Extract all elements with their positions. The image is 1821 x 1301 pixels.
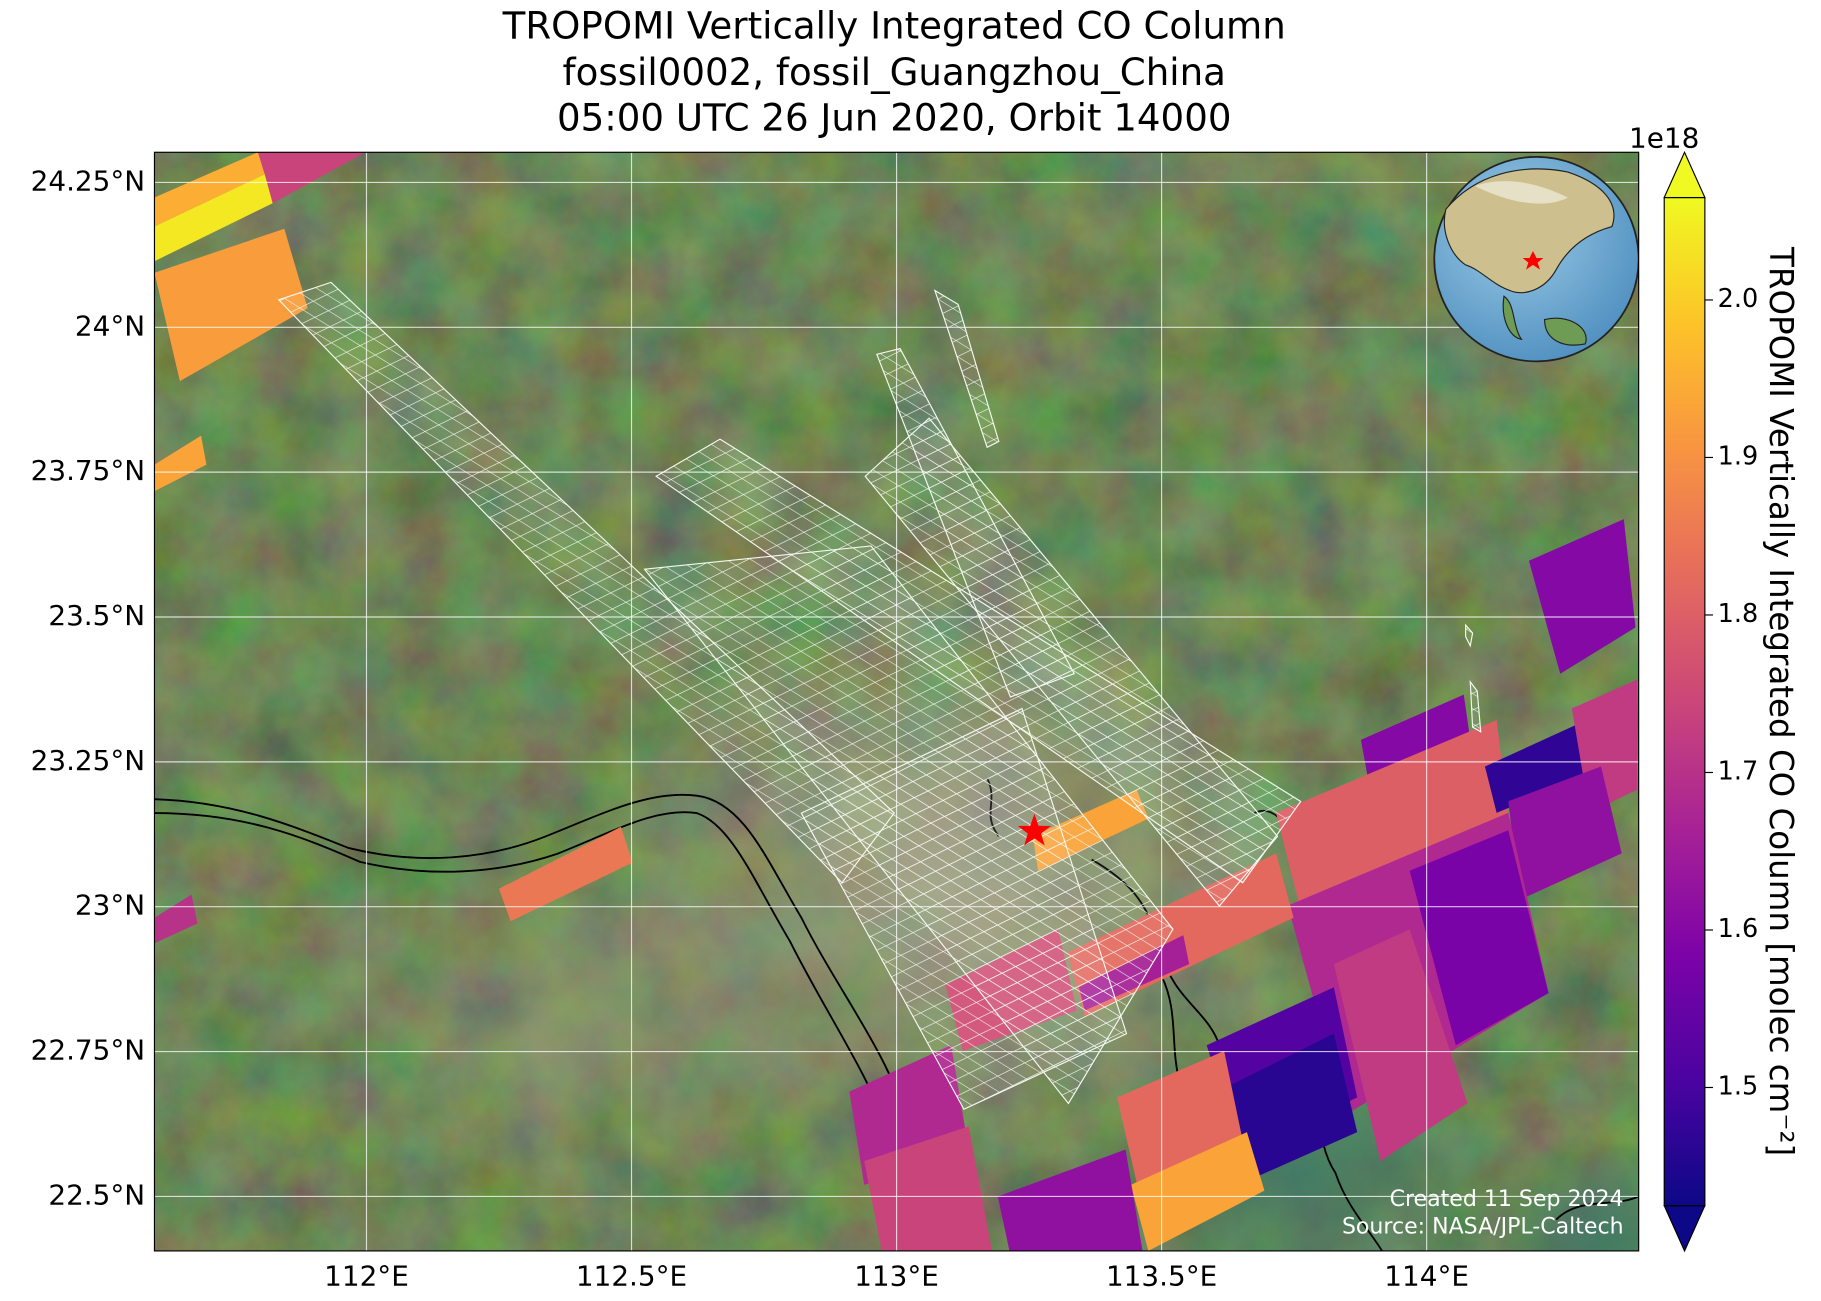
pixel	[1130, 1132, 1265, 1251]
colorbar-tick-label: 1.9	[1718, 441, 1759, 471]
y-tick-label: 22.75°N	[31, 1034, 146, 1067]
pixel	[154, 174, 273, 262]
colorbar-tick-label: 2.0	[1718, 284, 1759, 314]
pixel	[1229, 1033, 1358, 1179]
site-marker	[1017, 814, 1051, 846]
colorbar-tick-label: 1.5	[1718, 1071, 1759, 1101]
globe-land	[1443, 168, 1615, 294]
globe-site	[1522, 250, 1544, 270]
y-tick-label: 24.25°N	[31, 164, 146, 197]
pixel	[1276, 720, 1509, 906]
colorbar-tick-label: 1.7	[1718, 756, 1759, 786]
target-grid-swath	[1465, 623, 1474, 648]
pixel	[997, 1149, 1143, 1251]
pixel	[1508, 766, 1622, 900]
pixel	[1528, 519, 1636, 674]
site-layer	[1017, 814, 1051, 846]
y-tick-label: 24°N	[75, 309, 145, 342]
colorbar-tick-label: 1.8	[1718, 599, 1759, 629]
map-frame	[153, 151, 1640, 1252]
x-tick-label: 112°E	[324, 1260, 409, 1293]
x-tick-label: 114°E	[1384, 1260, 1469, 1293]
pixel	[1333, 929, 1468, 1162]
globe-inset	[1433, 156, 1639, 363]
target-grid-swath	[1469, 679, 1482, 733]
annotation: Created 11 Sep 2024	[1390, 1187, 1624, 1212]
target-grid-swath	[864, 417, 1279, 907]
x-tick-label: 113.5°E	[1106, 1260, 1217, 1293]
urban-area	[278, 847, 883, 1197]
target-grid	[277, 281, 1482, 1110]
x-tick-label: 112.5°E	[576, 1260, 687, 1293]
globe-land	[1474, 181, 1568, 204]
pixel	[257, 152, 366, 204]
title-line: 05:00 UTC 26 Jun 2020, Orbit 14000	[557, 96, 1232, 139]
y-tick-label: 23.25°N	[31, 744, 146, 777]
x-tick-label: 113°E	[854, 1260, 939, 1293]
target-grid-swath	[800, 707, 1128, 1110]
globe-land	[1502, 295, 1587, 346]
colorbar-extend-low	[1663, 1205, 1706, 1253]
y-tick-label: 23.5°N	[48, 599, 145, 632]
pixel	[154, 228, 308, 382]
pixel-layer	[154, 152, 1638, 1251]
colorbar-label: TROPOMI Vertically Integrated CO Column …	[1762, 246, 1800, 1156]
colorbar-tick-label: 1.6	[1718, 914, 1759, 944]
y-tick-label: 23°N	[75, 889, 145, 922]
pixel	[1409, 830, 1549, 1046]
title-line: TROPOMI Vertically Integrated CO Column	[502, 5, 1286, 48]
pixel	[499, 826, 633, 922]
colorbar	[1663, 150, 1713, 1253]
bay	[1463, 1138, 1639, 1251]
pixel	[154, 435, 207, 492]
map-area: Created 11 Sep 2024 Source: NASA/JPL-Cal…	[154, 152, 1639, 1251]
river	[154, 811, 893, 1139]
gridlines	[154, 152, 1639, 1251]
colorbar-body	[1664, 197, 1705, 1206]
colorbar-frame	[1663, 196, 1706, 1207]
colorbar-extend-high	[1663, 150, 1706, 199]
y-tick-label: 22.5°N	[48, 1178, 145, 1211]
y-tick-label: 23.75°N	[31, 454, 146, 487]
annotation: Source: NASA/JPL-Caltech	[1342, 1215, 1624, 1240]
title-line: fossil0002, fossil_Guangzhou_China	[563, 51, 1226, 94]
target-grid-swath	[933, 289, 1000, 449]
pixel	[154, 152, 265, 227]
colorbar-offset: 1e18	[1629, 122, 1699, 155]
